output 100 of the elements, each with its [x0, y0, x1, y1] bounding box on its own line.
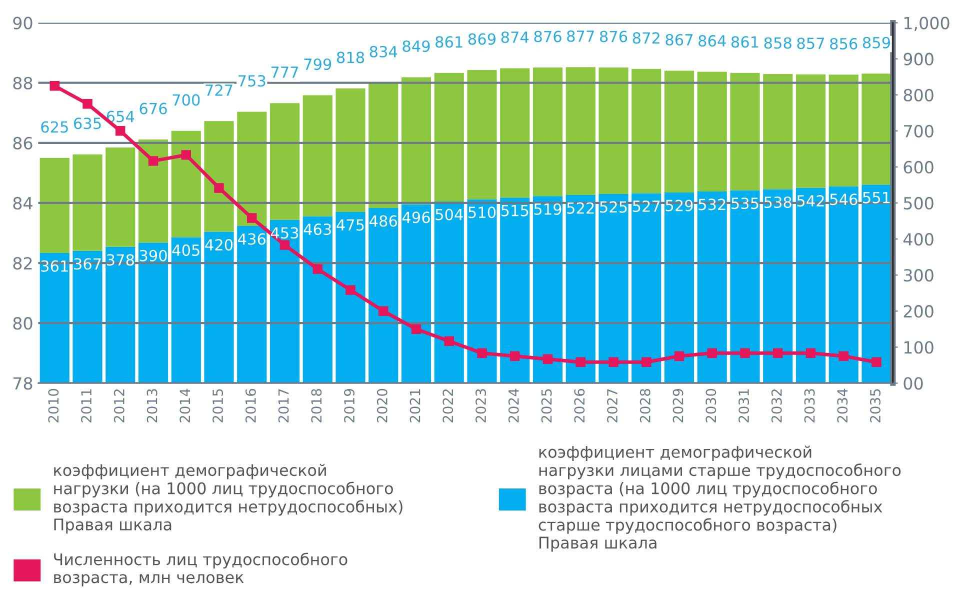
bar: [566, 195, 596, 384]
data-label: 519: [534, 203, 562, 215]
y-tick-label: 78: [14, 377, 32, 390]
data-label: 475: [336, 219, 364, 231]
bar: [302, 216, 332, 384]
x-tick-label: 2035: [870, 389, 881, 422]
total-label: 799: [304, 58, 332, 70]
total-label: 727: [206, 84, 232, 96]
legend-label: коэффициент демографической нагрузки (на 1000 лиц трудоспособного возраста приходится нетрудоспособных) Правая шкала: [54, 464, 402, 534]
point: [82, 99, 92, 109]
y-tick-label: 90: [13, 16, 32, 30]
point: [148, 156, 158, 166]
bar: [138, 242, 168, 384]
total-label: 876: [534, 30, 562, 42]
bar: [730, 190, 760, 384]
data-label: 405: [172, 244, 200, 256]
data-label: 515: [501, 204, 528, 216]
data-label: 463: [304, 224, 331, 236]
y2-tick-label: 500: [904, 196, 934, 210]
bar: [763, 74, 793, 190]
point: [707, 348, 717, 358]
bar: [72, 154, 102, 251]
data-label: 504: [436, 208, 463, 220]
y2-tick-label: 200: [904, 305, 934, 318]
point: [280, 240, 290, 250]
x-tick-label: 2021: [410, 389, 420, 422]
bar: [302, 95, 332, 216]
data-label: 390: [140, 250, 167, 262]
point: [378, 306, 388, 316]
x-tick-label: 2012: [114, 389, 124, 422]
total-label: 861: [436, 36, 462, 48]
total-label: 874: [501, 31, 529, 44]
total-label: 818: [336, 52, 364, 64]
bar: [204, 232, 234, 384]
bar: [401, 77, 432, 204]
x-tick-label: 2019: [344, 388, 355, 422]
bar: [828, 74, 858, 186]
total-label: 635: [74, 118, 101, 130]
bar: [40, 158, 70, 254]
data-label: 453: [270, 227, 298, 239]
x-tick-label: 2017: [278, 389, 289, 422]
x-tick-label: 2011: [81, 389, 92, 422]
bar: [697, 191, 727, 384]
point: [116, 126, 126, 136]
x-tick-label: 2013: [146, 389, 158, 422]
y2-tick-label: 300: [904, 269, 934, 282]
y-tick-label: 80: [13, 317, 32, 330]
bar: [336, 88, 366, 212]
point: [740, 348, 750, 358]
y2-tick-label: 700: [904, 124, 934, 138]
point: [50, 80, 60, 91]
total-label: 856: [830, 38, 858, 50]
bar: [106, 147, 136, 247]
y2-tick-label: 600: [904, 160, 934, 174]
bar: [434, 72, 464, 202]
point: [872, 357, 882, 367]
point: [838, 351, 848, 361]
x-tick-label: 2031: [738, 389, 750, 422]
bar: [664, 192, 694, 384]
total-label: 867: [666, 34, 693, 46]
total-label: 676: [140, 102, 167, 114]
bar: [204, 121, 234, 232]
point: [477, 348, 487, 358]
data-label: 527: [632, 200, 660, 212]
point: [510, 351, 520, 361]
total-label: 857: [797, 38, 824, 50]
y-tick-label: 88: [13, 76, 32, 90]
total-label: 753: [238, 75, 266, 87]
y-tick-label: 84: [13, 196, 32, 210]
y2-tick-label: 800: [904, 88, 934, 102]
x-tick-label: 2015: [212, 389, 224, 422]
point: [608, 357, 618, 367]
bar: [237, 226, 267, 384]
y2-tick-label: 1,000: [904, 16, 950, 32]
bar: [796, 74, 826, 188]
x-tick-label: 2010: [48, 388, 59, 422]
data-label: 529: [666, 200, 693, 212]
total-label: 877: [567, 30, 594, 42]
data-label: 496: [402, 212, 430, 224]
point: [773, 348, 783, 358]
bar: [598, 67, 628, 194]
total-label: 700: [172, 94, 200, 106]
bar: [368, 208, 398, 384]
x-tick-label: 2028: [640, 388, 650, 422]
total-label: 834: [370, 46, 398, 58]
legend-label: коэффициент демографической нагрузки лицами старше трудоспособного возраста (на 1000 лиц трудоспособного возраста приходится нетрудоспособных старше трудоспособного возраста) Правая шкала: [538, 446, 901, 552]
x-tick-label: 2032: [771, 389, 782, 422]
bar: [171, 130, 201, 238]
data-label: 367: [74, 258, 101, 270]
point: [214, 183, 224, 193]
point: [642, 357, 652, 367]
y2-tick-label: 400: [903, 232, 934, 246]
total-label: 625: [41, 121, 68, 133]
bar: [270, 220, 300, 384]
bar: [138, 140, 168, 243]
total-label: 864: [698, 35, 726, 47]
bar: [697, 72, 727, 192]
bar: [828, 186, 858, 384]
bar: [434, 202, 464, 384]
x-tick-label: 2023: [476, 389, 486, 422]
